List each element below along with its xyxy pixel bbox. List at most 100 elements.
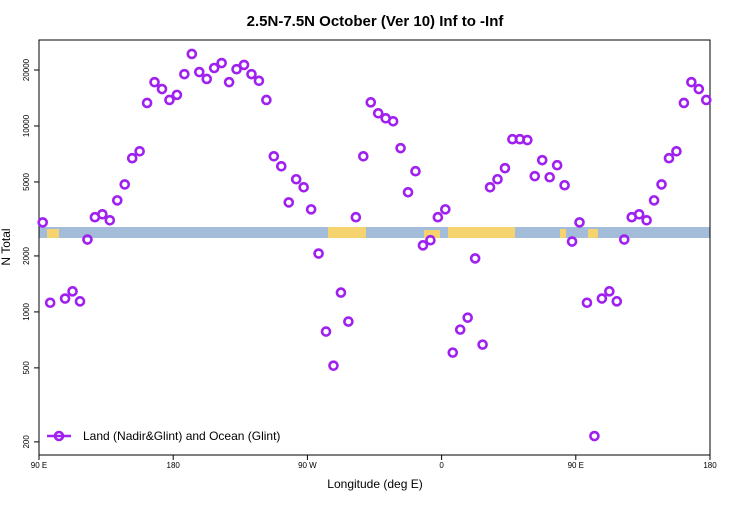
data-point <box>417 240 429 251</box>
data-point <box>126 152 138 164</box>
data-point <box>641 214 652 226</box>
data-point <box>522 134 533 146</box>
data-point <box>223 76 235 88</box>
data-point <box>663 152 675 164</box>
data-point <box>350 211 362 223</box>
data-point <box>671 145 682 157</box>
data-point <box>82 234 93 245</box>
land-patch <box>560 229 566 238</box>
land-patch <box>424 230 440 238</box>
data-point <box>544 171 556 183</box>
y-tick-label: 2000 <box>22 246 31 264</box>
data-point <box>492 173 503 185</box>
data-point <box>276 160 287 172</box>
data-point <box>529 170 541 182</box>
data-point <box>164 94 175 106</box>
data-point <box>156 83 168 95</box>
x-tick-label: 90 E <box>31 461 47 470</box>
data-point <box>193 66 205 78</box>
data-point <box>596 293 608 304</box>
data-point <box>581 297 593 309</box>
data-point <box>171 89 183 101</box>
y-tick-label: 1000 <box>22 302 31 320</box>
land-patch <box>47 229 59 238</box>
data-point <box>700 94 712 106</box>
data-point <box>67 286 78 297</box>
data-point <box>425 234 436 246</box>
y-tick-label: 20000 <box>22 58 31 81</box>
data-point <box>208 62 220 74</box>
data-point <box>37 217 49 228</box>
data-point <box>477 339 488 350</box>
data-point <box>290 173 302 185</box>
y-axis-label: N Total <box>0 228 13 265</box>
x-tick-label: 90 E <box>568 461 584 470</box>
data-point <box>238 59 250 71</box>
data-point <box>633 208 645 220</box>
land-patch <box>588 229 598 238</box>
plot-frame <box>38 39 711 456</box>
chart-title: 2.5N-7.5N October (Ver 10) Inf to -Inf <box>247 13 505 30</box>
data-point <box>648 195 660 206</box>
data-point <box>59 293 71 304</box>
data-point <box>268 150 280 162</box>
data-point <box>462 312 473 323</box>
data-point <box>387 115 399 127</box>
data-point <box>246 68 257 80</box>
x-tick-label: 180 <box>167 461 181 470</box>
data-point <box>410 165 421 177</box>
data-point <box>365 97 377 108</box>
legend: Land (Nadir&Glint) and Ocean (Glint) <box>47 429 280 443</box>
data-point <box>440 204 451 215</box>
legend-marker <box>53 430 65 442</box>
data-point <box>111 195 123 206</box>
data-point <box>186 48 198 60</box>
data-point <box>484 181 496 193</box>
data-point <box>536 154 548 166</box>
data-point <box>134 145 145 157</box>
data-point <box>395 142 406 154</box>
data-point <box>402 186 414 198</box>
data-point <box>574 217 585 228</box>
data-point <box>201 73 213 85</box>
data-point <box>686 76 697 88</box>
data-point <box>298 181 309 193</box>
y-tick-label: 5000 <box>22 172 31 190</box>
data-point <box>104 214 116 226</box>
data-point <box>499 162 511 174</box>
land-patch <box>328 227 366 238</box>
data-point <box>432 211 444 223</box>
map-strip <box>39 227 710 238</box>
data-point <box>604 286 615 297</box>
data-point <box>358 150 369 162</box>
data-point <box>261 94 272 106</box>
data-point <box>454 324 466 335</box>
data-point <box>216 57 227 69</box>
data-point <box>447 347 459 358</box>
data-point <box>335 287 347 298</box>
data-point <box>559 179 570 191</box>
x-tick-label: 180 <box>703 461 717 470</box>
data-point <box>328 360 339 371</box>
x-tick-label: 90 W <box>298 461 317 470</box>
data-point <box>253 75 265 87</box>
data-point <box>469 253 481 264</box>
data-point <box>74 296 86 307</box>
data-point <box>179 68 190 80</box>
y-tick-label: 10000 <box>22 114 31 137</box>
data-point <box>589 430 600 442</box>
data-point <box>566 236 578 247</box>
data-point <box>97 208 108 220</box>
legend-label: Land (Nadir&Glint) and Ocean (Glint) <box>83 429 280 443</box>
data-point <box>611 296 623 307</box>
data-point <box>305 204 317 215</box>
x-axis-label: Longitude (deg E) <box>327 477 422 491</box>
data-point <box>320 326 332 337</box>
y-tick-label: 500 <box>22 361 31 375</box>
data-point <box>343 316 354 327</box>
data-point <box>119 179 131 190</box>
x-tick-label: 0 <box>439 461 444 470</box>
data-point <box>656 179 667 190</box>
